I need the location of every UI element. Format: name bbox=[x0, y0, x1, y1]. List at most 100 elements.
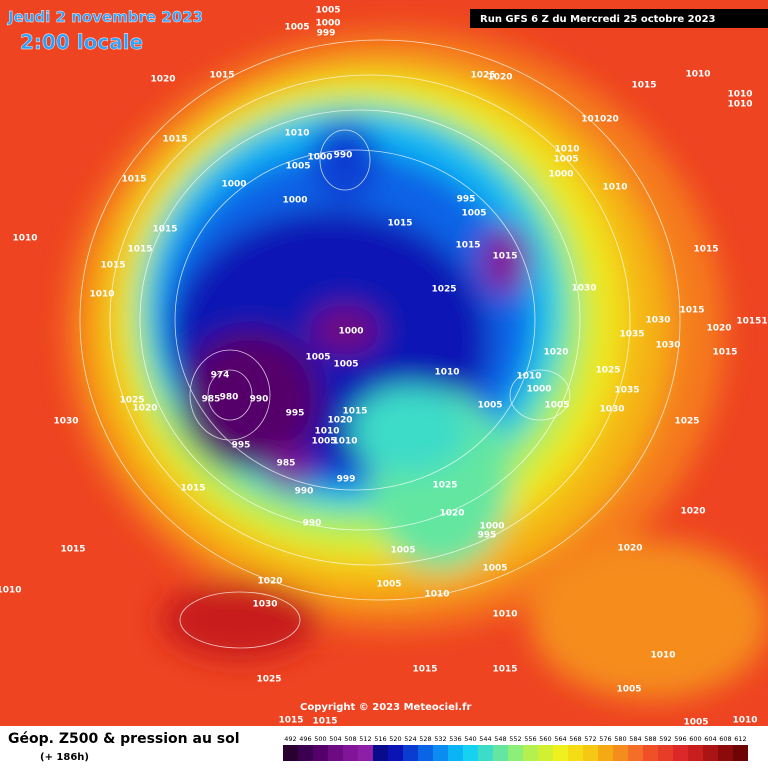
isobar-label: 1005 bbox=[683, 718, 708, 728]
isobar-label: 1025 bbox=[674, 417, 699, 427]
isobar-label: 1030 bbox=[655, 341, 680, 351]
isobar-label: 1015 bbox=[679, 306, 704, 316]
color-scale: 492 496 500 504 508 512 516 520 524 528 532 536 540 5… bbox=[283, 735, 748, 761]
isobar-label: 1010 bbox=[554, 145, 579, 155]
scale-swatch bbox=[568, 745, 583, 761]
scale-label: 524 bbox=[404, 735, 416, 743]
scale-label: 552 bbox=[509, 735, 521, 743]
isobar-label: 1015 bbox=[712, 348, 737, 358]
scale-swatch bbox=[478, 745, 493, 761]
scale-swatch bbox=[343, 745, 358, 761]
isobar-label: 1020 bbox=[327, 416, 352, 426]
isobar-label: 1015 bbox=[152, 225, 177, 235]
isobar-label: 999 bbox=[337, 475, 356, 485]
isobar-label: 1020 bbox=[617, 544, 642, 554]
isobar-label: 1025 bbox=[595, 366, 620, 376]
isobar-label: 10151 bbox=[736, 317, 767, 327]
isobar-label: 1030 bbox=[599, 405, 624, 415]
run-box bbox=[470, 9, 768, 28]
scale-swatch bbox=[643, 745, 658, 761]
isobar-label: 1000 bbox=[338, 327, 363, 337]
isobar-label: 1005 bbox=[333, 360, 358, 370]
scale-swatch bbox=[673, 745, 688, 761]
scale-label: 508 bbox=[344, 735, 356, 743]
isobar-label: 990 bbox=[334, 151, 353, 161]
isobar-label: 1030 bbox=[252, 600, 277, 610]
isobar-label: 1005 bbox=[482, 564, 507, 574]
isobar-label: 1025 bbox=[432, 481, 457, 491]
isobar-label: 1025 bbox=[470, 71, 495, 81]
isobar-label: 1015 bbox=[455, 241, 480, 251]
isobar-label: 1020 bbox=[257, 577, 282, 587]
scale-swatch bbox=[283, 745, 298, 761]
isobar-label: 995 bbox=[286, 409, 305, 419]
isobar-label: 1015 bbox=[631, 81, 656, 91]
footer-title: Géop. Z500 & pression au sol bbox=[8, 731, 240, 747]
scale-label: 540 bbox=[464, 735, 476, 743]
local-time: 2:00 locale bbox=[20, 30, 143, 54]
isobar-label: 1020 bbox=[150, 75, 175, 85]
isobar-label: 1005 bbox=[305, 353, 330, 363]
isobar-label: 985 bbox=[202, 395, 221, 405]
isobar-label: 1005 bbox=[616, 685, 641, 695]
isobar-label: 1000 bbox=[479, 522, 504, 532]
isobar-label: 1020 bbox=[487, 73, 512, 83]
isobar-label: 1025 bbox=[256, 675, 281, 685]
scale-swatch bbox=[403, 745, 418, 761]
isobar-label: 1000 bbox=[221, 180, 246, 190]
scale-label: 520 bbox=[389, 735, 401, 743]
scale-label: 572 bbox=[584, 735, 596, 743]
isobar-label: 1015 bbox=[312, 717, 337, 727]
isobar-label: 1015 bbox=[209, 71, 234, 81]
scale-swatch bbox=[358, 745, 373, 761]
isobar-label: 1020 bbox=[680, 507, 705, 517]
scale-label: 536 bbox=[449, 735, 461, 743]
isobar-label: 1015 bbox=[387, 219, 412, 229]
isobar-label: 990 bbox=[295, 487, 314, 497]
isobar-label: 1010 bbox=[650, 651, 675, 661]
scale-swatch bbox=[373, 745, 388, 761]
scale-swatch bbox=[628, 745, 643, 761]
scale-swatch bbox=[733, 745, 748, 761]
isobar-label: 1010 bbox=[284, 129, 309, 139]
scale-label: 588 bbox=[644, 735, 656, 743]
scale-swatch bbox=[538, 745, 553, 761]
isobar-label: 1005 bbox=[311, 437, 336, 447]
isobar-label: 995 bbox=[232, 441, 251, 451]
scale-label: 548 bbox=[494, 735, 506, 743]
isobar-label: 1010 bbox=[89, 290, 114, 300]
date: Jeudi 2 novembre 2023 bbox=[7, 8, 203, 26]
scale-swatch bbox=[463, 745, 478, 761]
isobar-label: 1020 bbox=[706, 324, 731, 334]
isobar-label: 1010 bbox=[602, 183, 627, 193]
isobar-label: 1000 bbox=[307, 153, 332, 163]
isobar-label: 1005 bbox=[461, 209, 486, 219]
scale-swatch bbox=[493, 745, 508, 761]
isobar-label: 1015 bbox=[121, 175, 146, 185]
isobar-label: 1010 bbox=[516, 372, 541, 382]
isobar-label: 1015 bbox=[180, 484, 205, 494]
scale-label: 600 bbox=[689, 735, 701, 743]
scale-label: 528 bbox=[419, 735, 431, 743]
scale-swatch bbox=[418, 745, 433, 761]
isobar-label: 1025 bbox=[431, 285, 456, 295]
isobar-label: 1015 bbox=[60, 545, 85, 555]
isobar-label: 985 bbox=[277, 459, 296, 469]
scale-swatch bbox=[658, 745, 673, 761]
scale-label: 544 bbox=[479, 735, 491, 743]
isobar-label: 999 bbox=[317, 29, 336, 39]
scale-swatch bbox=[523, 745, 538, 761]
isobar-label: 1010 bbox=[685, 70, 710, 80]
scale-swatch bbox=[508, 745, 523, 761]
isobar-label: 980 bbox=[220, 393, 239, 403]
scale-label: 492 bbox=[284, 735, 296, 743]
isobar-label: 1010 bbox=[727, 90, 752, 100]
isobar-label: 1010 bbox=[314, 427, 339, 437]
isobar-label: 1005 bbox=[544, 401, 569, 411]
isobar-label: 1000 bbox=[526, 385, 551, 395]
scale-swatch bbox=[553, 745, 568, 761]
isobar-label: 1015 bbox=[492, 252, 517, 262]
scale-label: 504 bbox=[329, 735, 341, 743]
